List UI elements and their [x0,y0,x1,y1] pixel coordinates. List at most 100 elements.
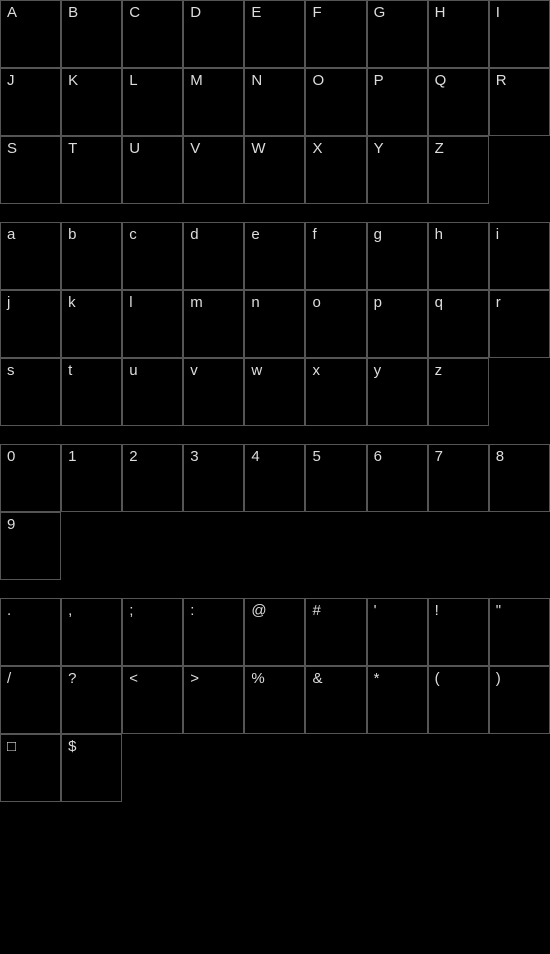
char-cell: " [489,598,550,666]
char-cell: R [489,68,550,136]
char-label: f [312,227,359,242]
char-label: 0 [7,449,54,464]
char-label: ( [435,671,482,686]
charmap-section-3: .,;:@#'!"/?<>%&*()□$ [0,598,550,802]
char-label: d [190,227,237,242]
char-cell: m [183,290,244,358]
char-label: v [190,363,237,378]
char-label: X [312,141,359,156]
char-cell: / [0,666,61,734]
char-label: ) [496,671,543,686]
char-label: k [68,295,115,310]
char-label: i [496,227,543,242]
char-label: $ [68,739,115,754]
char-cell: G [367,0,428,68]
char-label: e [251,227,298,242]
char-cell: . [0,598,61,666]
char-cell: 1 [61,444,122,512]
char-cell: ' [367,598,428,666]
char-label: y [374,363,421,378]
char-cell: v [183,358,244,426]
char-cell: C [122,0,183,68]
char-cell: % [244,666,305,734]
char-cell: & [305,666,366,734]
char-label: R [496,73,543,88]
char-cell: A [0,0,61,68]
char-label: % [251,671,298,686]
char-cell: P [367,68,428,136]
char-label: > [190,671,237,686]
char-cell: g [367,222,428,290]
char-label: t [68,363,115,378]
char-label: p [374,295,421,310]
char-label: * [374,671,421,686]
char-label: ' [374,603,421,618]
char-cell: z [428,358,489,426]
char-cell: S [0,136,61,204]
char-label: a [7,227,54,242]
char-cell: > [183,666,244,734]
char-cell: l [122,290,183,358]
char-label: D [190,5,237,20]
char-label: u [129,363,176,378]
char-cell: K [61,68,122,136]
char-label: Y [374,141,421,156]
char-label: w [251,363,298,378]
char-label: @ [251,603,298,618]
char-label: : [190,603,237,618]
charmap-root: ABCDEFGHIJKLMNOPQRSTUVWXYZabcdefghijklmn… [0,0,550,802]
char-label: # [312,603,359,618]
char-label: G [374,5,421,20]
char-label: ! [435,603,482,618]
char-label: c [129,227,176,242]
char-cell: q [428,290,489,358]
char-cell: U [122,136,183,204]
char-cell: T [61,136,122,204]
char-cell: b [61,222,122,290]
char-label: j [7,295,54,310]
char-label: z [435,363,482,378]
char-label: T [68,141,115,156]
char-cell: 6 [367,444,428,512]
char-label: 5 [312,449,359,464]
char-cell: Y [367,136,428,204]
char-label: 8 [496,449,543,464]
char-label: h [435,227,482,242]
char-cell: N [244,68,305,136]
char-cell: e [244,222,305,290]
char-cell: h [428,222,489,290]
char-cell: w [244,358,305,426]
char-cell: o [305,290,366,358]
char-cell: M [183,68,244,136]
char-cell: L [122,68,183,136]
char-cell: d [183,222,244,290]
char-cell: Q [428,68,489,136]
char-label: H [435,5,482,20]
char-label: A [7,5,54,20]
char-label: b [68,227,115,242]
char-cell: F [305,0,366,68]
char-label: n [251,295,298,310]
char-cell: u [122,358,183,426]
charmap-section-1: abcdefghijklmnopqrstuvwxyz [0,222,550,426]
char-label: 2 [129,449,176,464]
char-label: o [312,295,359,310]
char-cell: ) [489,666,550,734]
char-cell: 8 [489,444,550,512]
char-label: / [7,671,54,686]
char-cell: ? [61,666,122,734]
char-label: S [7,141,54,156]
char-cell: k [61,290,122,358]
char-cell: $ [61,734,122,802]
char-cell: O [305,68,366,136]
char-cell: J [0,68,61,136]
char-cell: 7 [428,444,489,512]
char-cell: X [305,136,366,204]
char-cell: f [305,222,366,290]
char-label: ; [129,603,176,618]
char-cell: I [489,0,550,68]
char-cell: ! [428,598,489,666]
char-cell: 0 [0,444,61,512]
char-cell: 4 [244,444,305,512]
char-cell: ( [428,666,489,734]
